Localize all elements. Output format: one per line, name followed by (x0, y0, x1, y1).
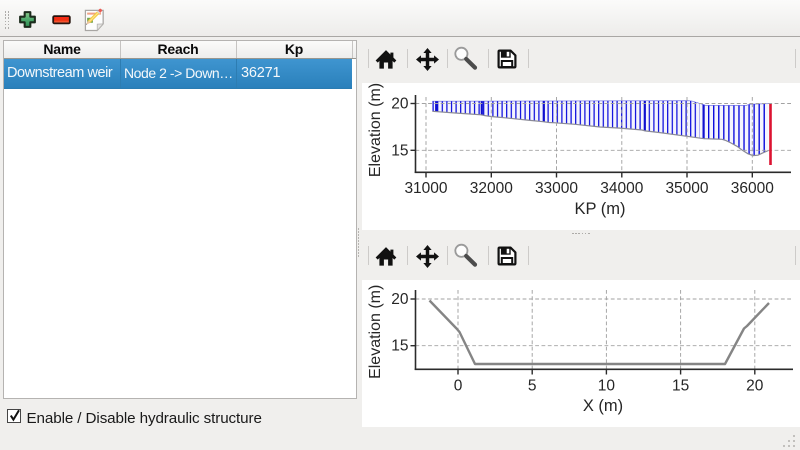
svg-text:35000: 35000 (665, 180, 708, 197)
svg-text:5: 5 (528, 378, 537, 395)
svg-text:15: 15 (672, 378, 689, 395)
svg-text:0: 0 (454, 378, 463, 395)
svg-text:20: 20 (391, 291, 409, 308)
svg-text:10: 10 (598, 378, 616, 395)
svg-text:34000: 34000 (600, 180, 643, 197)
svg-text:15: 15 (391, 142, 408, 159)
svg-text:Elevation (m): Elevation (m) (367, 285, 384, 379)
svg-text:20: 20 (746, 378, 764, 395)
svg-text:36000: 36000 (731, 180, 774, 197)
svg-text:31000: 31000 (404, 180, 447, 197)
svg-text:Elevation (m): Elevation (m) (367, 83, 384, 177)
svg-text:KP (m): KP (m) (574, 200, 625, 218)
svg-text:15: 15 (391, 338, 408, 355)
svg-text:X (m): X (m) (583, 397, 623, 415)
svg-text:20: 20 (391, 96, 409, 113)
svg-text:33000: 33000 (535, 180, 578, 197)
svg-text:32000: 32000 (470, 180, 513, 197)
